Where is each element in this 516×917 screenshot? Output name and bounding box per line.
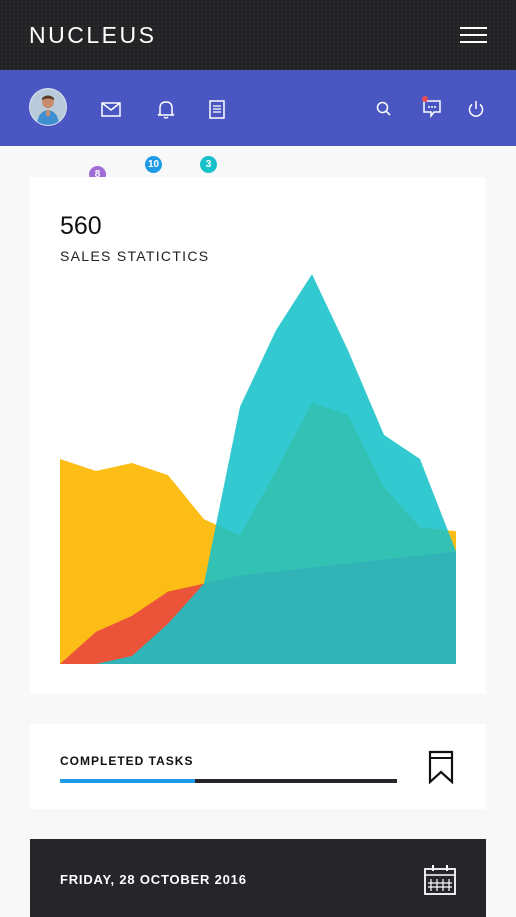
mail-icon[interactable] bbox=[100, 98, 122, 120]
sales-label: SALES STATICTICS bbox=[60, 248, 210, 264]
app-header: NUCLEUS bbox=[0, 0, 516, 70]
chart-area-series-3 bbox=[60, 274, 456, 664]
power-icon[interactable] bbox=[465, 98, 487, 120]
date-label: FRIDAY, 28 OCTOBER 2016 bbox=[60, 872, 247, 887]
chat-notification-dot bbox=[422, 96, 428, 102]
sales-value: 560 bbox=[60, 212, 102, 240]
tasks-progress-bar bbox=[60, 779, 397, 783]
brand-logo[interactable]: NUCLEUS bbox=[29, 22, 157, 48]
tasks-progress-fill bbox=[60, 779, 195, 783]
document-icon[interactable] bbox=[206, 98, 228, 120]
hamburger-icon[interactable] bbox=[460, 26, 487, 44]
document-badge: 3 bbox=[200, 156, 217, 173]
bookmark-icon[interactable] bbox=[428, 750, 454, 785]
nav-bar: 8 10 3 bbox=[0, 70, 516, 183]
bell-icon[interactable] bbox=[155, 98, 177, 120]
user-avatar[interactable] bbox=[29, 88, 67, 126]
sales-chart bbox=[60, 274, 456, 664]
bell-badge: 10 bbox=[145, 156, 162, 173]
chat-icon[interactable] bbox=[421, 97, 443, 119]
date-card: FRIDAY, 28 OCTOBER 2016 bbox=[30, 839, 486, 917]
calendar-icon[interactable] bbox=[423, 864, 457, 896]
tasks-label: COMPLETED TASKS bbox=[60, 754, 194, 768]
search-icon[interactable] bbox=[373, 98, 395, 120]
tasks-card: COMPLETED TASKS bbox=[30, 724, 486, 809]
sales-card: 560 SALES STATICTICS bbox=[30, 177, 486, 694]
